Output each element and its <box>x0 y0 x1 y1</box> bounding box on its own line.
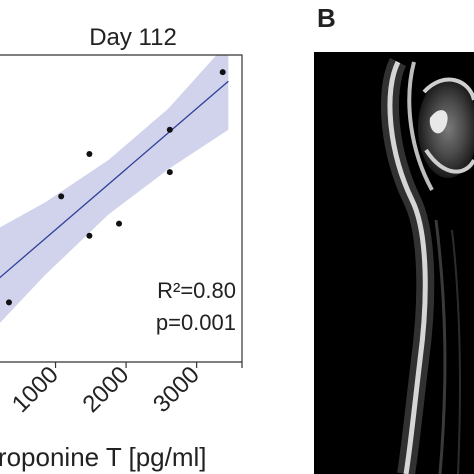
data-point <box>116 220 123 227</box>
data-point <box>166 126 173 133</box>
confidence-band <box>0 55 229 323</box>
data-point <box>86 232 93 239</box>
x-axis-label: Troponine T [pg/ml] <box>0 442 207 472</box>
data-point <box>5 299 12 306</box>
x-tick-label: 3000 <box>148 361 205 418</box>
scatter-chart: Day 112 1000 2000 3000 R²=0.80 p=0.001 Tro… <box>0 24 243 472</box>
panel-b-label: B <box>317 3 336 33</box>
data-point <box>219 69 226 76</box>
panel-b: B <box>314 3 474 474</box>
data-points <box>5 69 226 306</box>
chart-title: Day 112 <box>89 24 177 51</box>
plot-area <box>0 55 229 323</box>
r-squared-annotation: R²=0.80 <box>157 278 236 303</box>
x-tick-label: 2000 <box>77 361 134 418</box>
x-axis-ticks: 1000 2000 3000 <box>7 361 243 418</box>
data-point <box>166 169 173 176</box>
mri-image <box>314 52 474 474</box>
data-point <box>86 150 93 157</box>
plot-frame <box>0 54 243 363</box>
x-tick-label: 1000 <box>7 361 64 418</box>
p-value-annotation: p=0.001 <box>156 310 236 335</box>
regression-line <box>0 80 229 279</box>
data-point <box>58 193 65 200</box>
